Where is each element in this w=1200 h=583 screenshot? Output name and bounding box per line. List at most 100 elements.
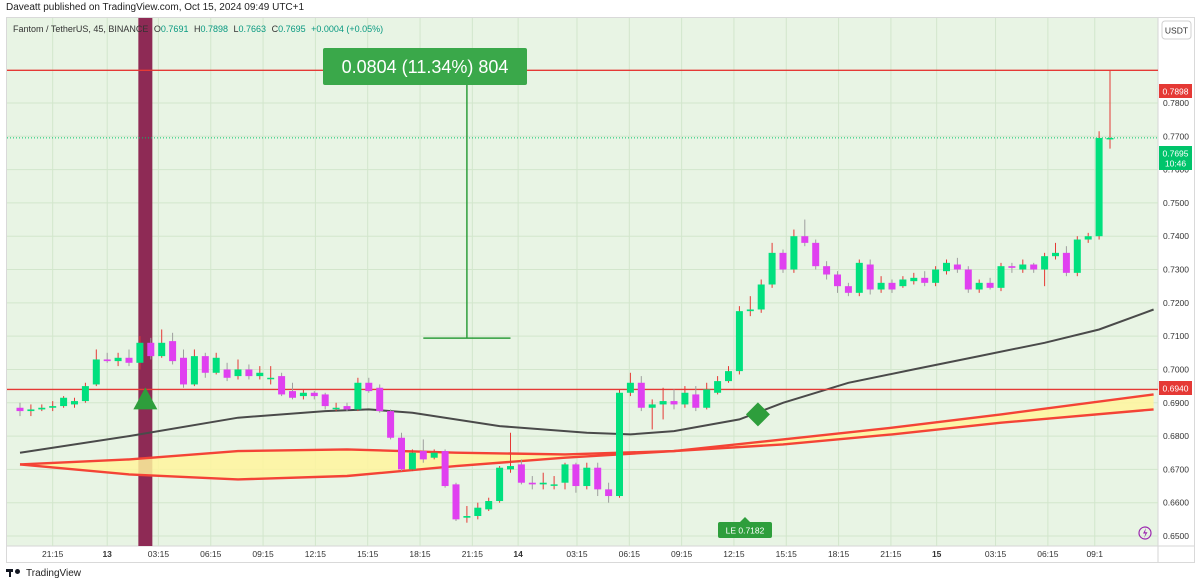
candle-body: [910, 277, 918, 282]
candle-body: [147, 342, 155, 357]
candle-body: [823, 266, 831, 275]
candle-body: [27, 409, 35, 412]
signals: [133, 387, 770, 427]
time-tick-label: 03:15: [566, 549, 588, 559]
footer: TradingView: [6, 566, 81, 580]
candle-body: [1106, 137, 1114, 140]
svg-text:0.7695: 0.7695: [1163, 149, 1189, 159]
candle-body: [485, 501, 493, 510]
candle-body: [212, 357, 220, 373]
candle-body: [877, 282, 885, 290]
tradingview-logo-icon: [6, 568, 22, 578]
time-tick-label: 06:15: [200, 549, 222, 559]
candle-body: [583, 467, 591, 487]
publisher-line: Daveatt published on TradingView.com, Oc…: [6, 2, 305, 13]
alert-icon[interactable]: [1138, 526, 1152, 540]
symbol-title: Fantom / TetherUS, 45, BINANCE: [13, 24, 148, 34]
candle-body: [408, 452, 416, 470]
candle-body: [953, 264, 961, 270]
candle-body: [855, 262, 863, 293]
time-tick-label: 15: [932, 549, 942, 559]
svg-text:0.7898: 0.7898: [1163, 87, 1189, 97]
candle-body: [1084, 236, 1092, 240]
candle-body: [387, 411, 395, 438]
candle-body: [997, 266, 1005, 288]
vertical-highlight: [138, 18, 153, 546]
currency-label: USDT: [1165, 26, 1188, 36]
candle-body: [114, 357, 122, 362]
candle-body: [943, 262, 950, 272]
price-tag-bottom: 0.6940: [1159, 381, 1192, 395]
candle-body: [517, 464, 525, 483]
currency-box[interactable]: USDT: [1161, 20, 1192, 40]
price-chart[interactable]: 0.6500 0.6600 0.6700 0.6800 0.6900 0.7000 0.71…: [7, 18, 1194, 562]
time-tick-label: 09:1: [1086, 549, 1103, 559]
time-axis[interactable]: 21:15 13 03:15 06:15 09:15 12:15 15:15 18:15 21:…: [42, 549, 1103, 559]
vertical-highlight-bar: [138, 18, 153, 546]
candle-body: [16, 407, 24, 412]
time-tick-label: 18:15: [828, 549, 850, 559]
candle-body: [703, 389, 711, 408]
measure-label-box[interactable]: 0.0804 (11.34%) 804: [323, 48, 527, 85]
band-indicator: [19, 393, 1154, 481]
candle-body: [71, 401, 78, 405]
candle-body: [746, 309, 754, 312]
candle-body: [975, 282, 983, 290]
candle-body: [190, 356, 198, 385]
time-tick-label: 21:15: [42, 549, 64, 559]
candle-body: [1052, 252, 1059, 257]
candle-body: [496, 467, 504, 502]
candle-body: [169, 341, 177, 362]
svg-text:Fantom / TetherUS, 45, BINANCE: Fantom / TetherUS, 45, BINANCE O0.7691 H…: [13, 24, 383, 34]
candle-body: [801, 236, 809, 243]
time-tick-label: 03:15: [985, 549, 1007, 559]
candle-body: [626, 382, 634, 393]
price-tick-label: 0.7400: [1163, 231, 1189, 241]
ma-line: [19, 308, 1154, 454]
time-tick-label: 15:15: [357, 549, 379, 559]
candle-body: [474, 507, 482, 517]
level-lines: [7, 69, 1158, 391]
candle-body: [38, 407, 46, 410]
candle-body: [539, 482, 547, 485]
high-label: H: [194, 24, 201, 34]
close-value: 0.7695: [278, 24, 306, 34]
price-tick-label: 0.7100: [1163, 331, 1189, 341]
open-value: 0.7691: [161, 24, 189, 34]
candle-body: [812, 242, 820, 267]
candle-body: [49, 406, 57, 408]
candle-body: [234, 369, 242, 377]
time-tick-label: 21:15: [462, 549, 484, 559]
time-tick-label: 09:15: [252, 549, 274, 559]
candle-body: [659, 401, 667, 405]
candle-body: [550, 484, 558, 486]
price-tick-label: 0.6700: [1163, 464, 1189, 474]
candle-body: [768, 252, 776, 285]
candle-body: [332, 407, 340, 410]
candle-body: [223, 369, 231, 378]
candle-body: [278, 376, 286, 395]
candle-body: [528, 482, 536, 485]
candle-body: [594, 467, 602, 490]
price-tick-label: 0.7800: [1163, 98, 1189, 108]
time-tick-label: 12:15: [305, 549, 327, 559]
candle-body: [354, 382, 362, 410]
candle-body: [419, 451, 427, 460]
candle-body: [834, 274, 841, 287]
candle-body: [1030, 264, 1038, 270]
candle-body: [92, 359, 100, 385]
candle-body: [1041, 256, 1049, 270]
price-tick-label: 0.6500: [1163, 531, 1189, 541]
chart-frame[interactable]: 0.6500 0.6600 0.6700 0.6800 0.6900 0.7000 0.71…: [6, 17, 1195, 563]
svg-text:0.6940: 0.6940: [1163, 384, 1189, 394]
candle-body: [60, 397, 68, 407]
bar-countdown: 10:46: [1165, 159, 1187, 169]
footer-brand: TradingView: [26, 567, 82, 579]
candle-body: [463, 516, 471, 518]
candle-body: [779, 252, 787, 270]
moving-average: [19, 308, 1154, 454]
candle-body: [735, 311, 743, 372]
candle-body: [888, 282, 896, 290]
candle-body: [1019, 264, 1027, 270]
candle-body: [376, 387, 384, 412]
